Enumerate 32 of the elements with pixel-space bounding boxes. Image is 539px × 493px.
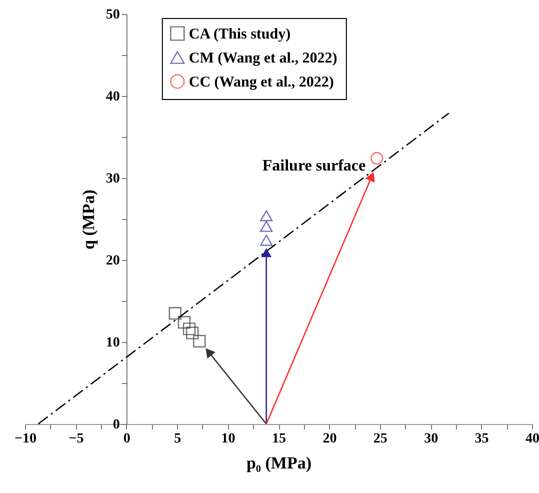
x-tick-label: 40	[526, 432, 539, 446]
y-axis-title: q (MPa)	[78, 190, 98, 250]
point	[260, 210, 273, 222]
x-tick-label: 35	[474, 432, 489, 446]
point	[182, 322, 196, 336]
point	[260, 234, 273, 246]
legend-label: CM (Wang et al., 2022)	[188, 50, 338, 66]
x-axis-title: p₀ (MPa)	[246, 454, 312, 472]
x-tick-label: 10	[221, 432, 236, 446]
x-tick-label: 0	[123, 432, 130, 446]
point	[260, 220, 273, 232]
y-tick-label: 30	[106, 172, 120, 186]
point	[186, 326, 199, 340]
y-tick-label: 20	[106, 254, 120, 268]
point	[193, 334, 206, 348]
point	[370, 152, 384, 165]
legend-label: CC (Wang et al., 2022)	[188, 74, 334, 90]
point	[178, 316, 190, 329]
x-tick-label: 5	[174, 432, 182, 446]
x-tick-label: 30	[424, 432, 438, 446]
y-tick-label: 10	[106, 336, 120, 350]
x-tick-label: 15	[272, 432, 286, 446]
legend-label: CA (This study)	[188, 26, 291, 42]
x-tick-label: −5	[68, 432, 84, 446]
annotation: Failure surface	[262, 158, 366, 175]
y-tick-label: 40	[106, 90, 120, 104]
x-tick-label: −10	[14, 432, 36, 446]
x-tick-label: 25	[373, 432, 388, 446]
point	[168, 307, 182, 320]
y-tick-label: 0	[112, 418, 120, 432]
y-tick-label: 50	[106, 8, 120, 22]
x-tick-label: 20	[322, 432, 337, 446]
